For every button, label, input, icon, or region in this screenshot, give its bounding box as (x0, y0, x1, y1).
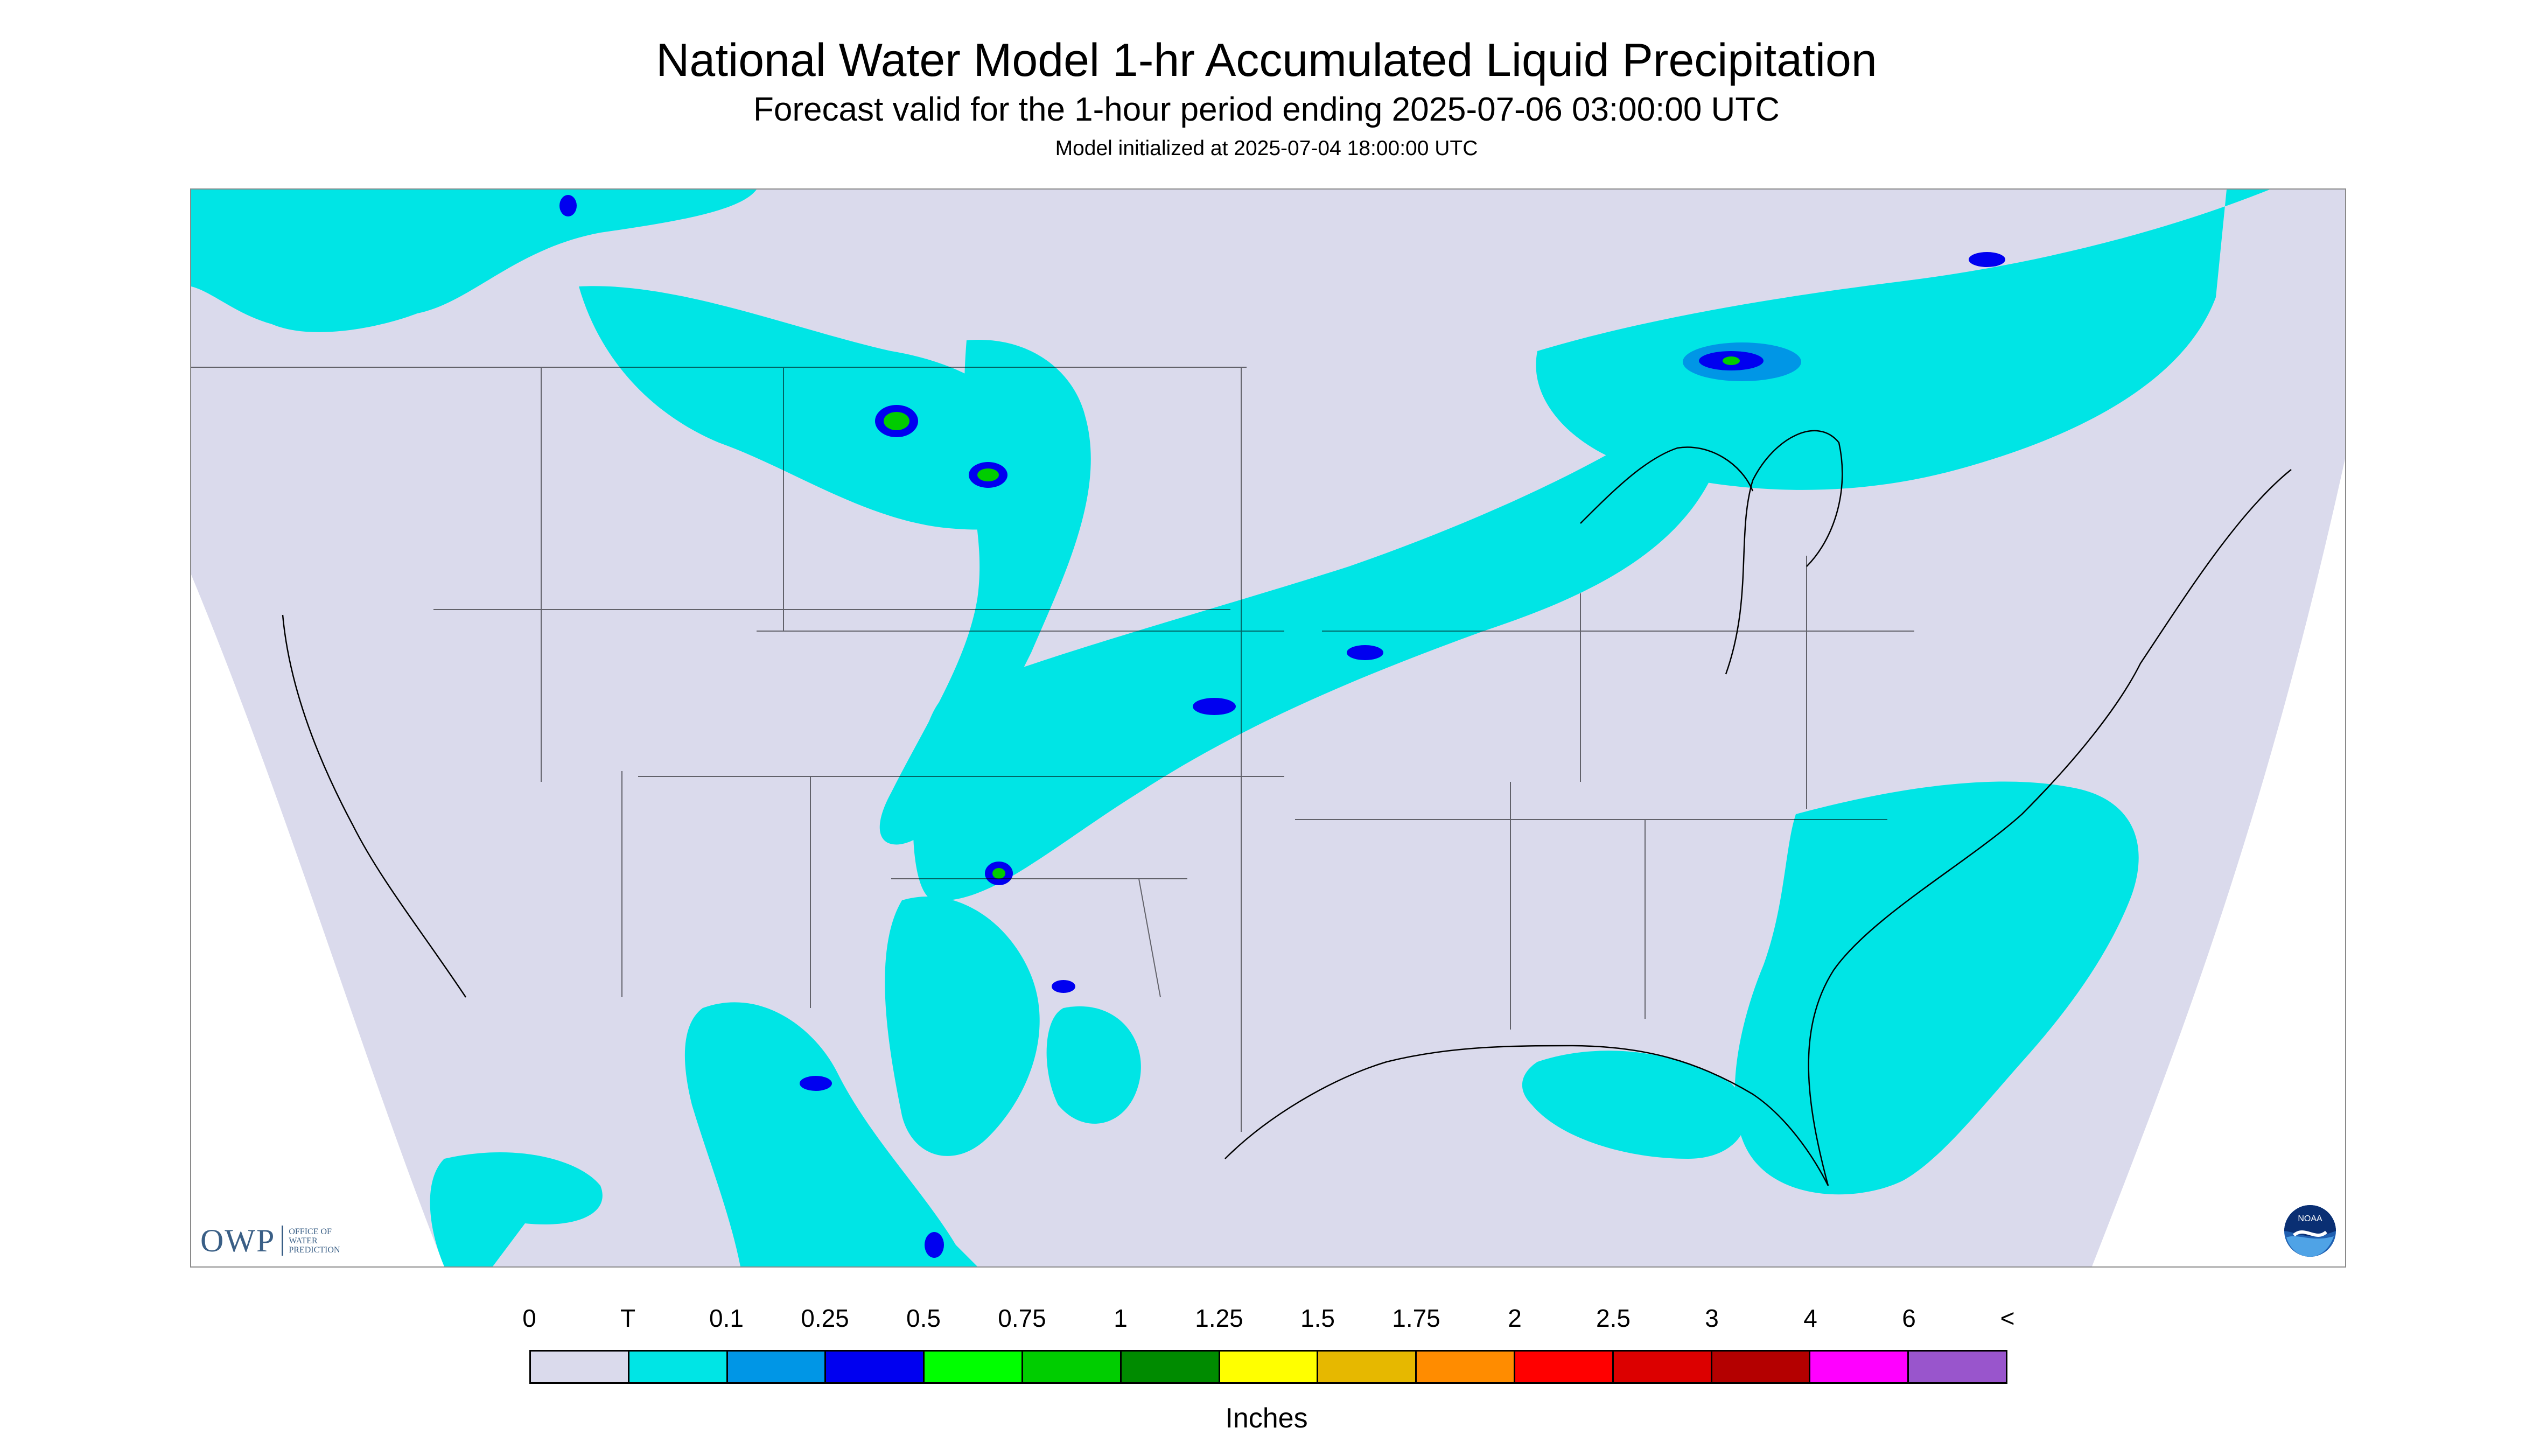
legend-swatch (1909, 1352, 2006, 1382)
legend-swatch (1810, 1352, 1909, 1382)
precipitation-map (190, 188, 2346, 1268)
legend-tick-label: 2.5 (1596, 1304, 1631, 1332)
owp-logo-line-2: Water (289, 1236, 318, 1245)
owp-logo-line-3: Prediction (289, 1245, 340, 1255)
legend-tick-label: 0.25 (801, 1304, 849, 1332)
owp-logo-line-1: Office of (289, 1227, 332, 1236)
legend-tick-label: 0.5 (906, 1304, 941, 1332)
legend-swatch (925, 1352, 1023, 1382)
legend-swatch (1318, 1352, 1417, 1382)
map-canvas (191, 190, 2345, 1266)
legend-tick-label: 0.1 (709, 1304, 744, 1332)
coastlines (282, 430, 2292, 1186)
legend-tick-label: 0.75 (998, 1304, 1046, 1332)
legend-swatch (1023, 1352, 1122, 1382)
legend-swatch (1515, 1352, 1614, 1382)
legend-swatch (1613, 1352, 1712, 1382)
legend-tick-label: 4 (1803, 1304, 1817, 1332)
legend-tick-labels: 0 T 0.1 0.25 0.5 0.75 1 1.25 1.5 1.75 2 2.5 3 4 6 < (0, 1302, 2533, 1334)
owp-logo-mark: OWP (200, 1223, 276, 1258)
legend-units-label: Inches (1225, 1403, 1308, 1434)
legend-swatch (1712, 1352, 1811, 1382)
legend-tick-label: 1.75 (1392, 1304, 1440, 1332)
precip-trace-areas (191, 190, 2270, 1266)
legend-tick-label: 3 (1705, 1304, 1719, 1332)
legend-tick-label: 1 (1114, 1304, 1128, 1332)
map-title: National Water Model 1-hr Accumulated Li… (656, 34, 1877, 86)
legend-tick-label: < (2000, 1304, 2015, 1332)
legend-swatch (826, 1352, 925, 1382)
legend-swatch (531, 1352, 629, 1382)
legend-tick-label: 2 (1508, 1304, 1522, 1332)
noaa-logo-icon: NOAA (2283, 1204, 2337, 1258)
legend-swatch (629, 1352, 728, 1382)
legend-tick-label: T (620, 1304, 636, 1332)
noaa-logo-text: NOAA (2298, 1214, 2322, 1223)
legend-swatch (727, 1352, 827, 1382)
legend-tick-label: 1.5 (1300, 1304, 1335, 1332)
owp-logo-text: Office of Water Prediction (289, 1227, 340, 1255)
state-boundaries (191, 367, 1914, 1132)
precip-heavy-cells (559, 195, 2005, 1258)
legend-tick-label: 1.25 (1195, 1304, 1243, 1332)
legend-swatch (1220, 1352, 1319, 1382)
legend-tick-label: 0 (522, 1304, 536, 1332)
legend-swatch (1417, 1352, 1515, 1382)
color-scale-bar (529, 1350, 2007, 1384)
legend-swatch (1121, 1352, 1220, 1382)
owp-logo-divider (282, 1226, 284, 1256)
legend-tick-label: 6 (1902, 1304, 1916, 1332)
owp-logo: OWP Office of Water Prediction (200, 1221, 340, 1260)
model-init-line: Model initialized at 2025-07-04 18:00:00… (1055, 137, 1478, 160)
forecast-valid-subtitle: Forecast valid for the 1-hour period end… (753, 91, 1780, 128)
